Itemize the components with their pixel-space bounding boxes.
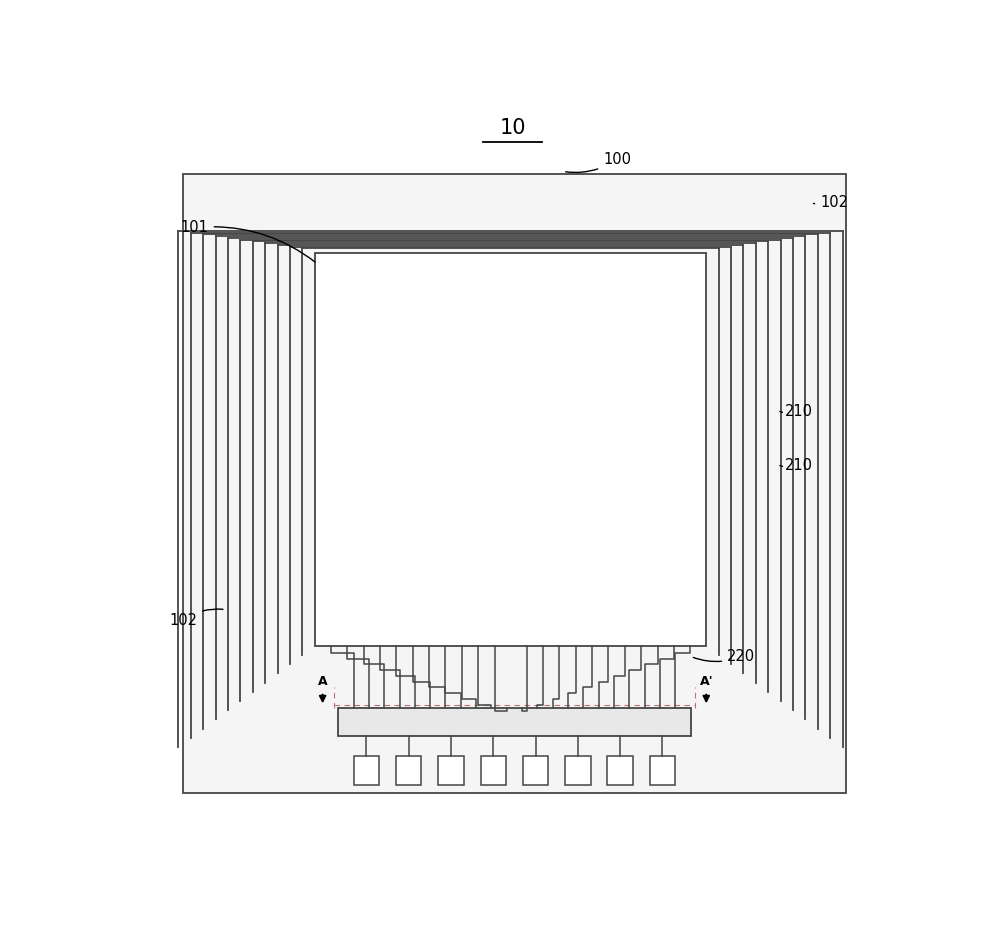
Bar (607, 756, 633, 784)
Bar (481, 756, 506, 784)
Bar (183, 173, 846, 794)
Text: 10: 10 (499, 118, 526, 138)
Text: 210: 210 (780, 404, 813, 419)
Bar (523, 756, 548, 784)
Bar (438, 756, 464, 784)
Bar (396, 756, 421, 784)
Text: 100: 100 (566, 152, 631, 172)
Bar (565, 756, 591, 784)
Text: A': A' (699, 675, 713, 688)
Text: 220: 220 (693, 649, 755, 664)
Bar (338, 709, 691, 736)
Bar (354, 756, 379, 784)
Text: 102: 102 (813, 195, 848, 210)
Text: A: A (318, 675, 327, 688)
Text: 101: 101 (181, 220, 315, 262)
Bar (650, 756, 675, 784)
Text: 210: 210 (780, 458, 813, 473)
Text: 102: 102 (169, 609, 223, 628)
Bar (315, 253, 706, 646)
